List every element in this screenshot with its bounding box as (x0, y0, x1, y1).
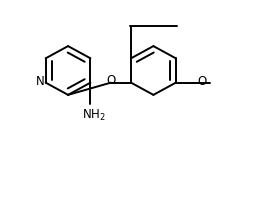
Text: N: N (36, 75, 45, 88)
Text: O: O (197, 75, 206, 88)
Text: NH$_2$: NH$_2$ (82, 108, 106, 123)
Text: O: O (106, 74, 115, 87)
